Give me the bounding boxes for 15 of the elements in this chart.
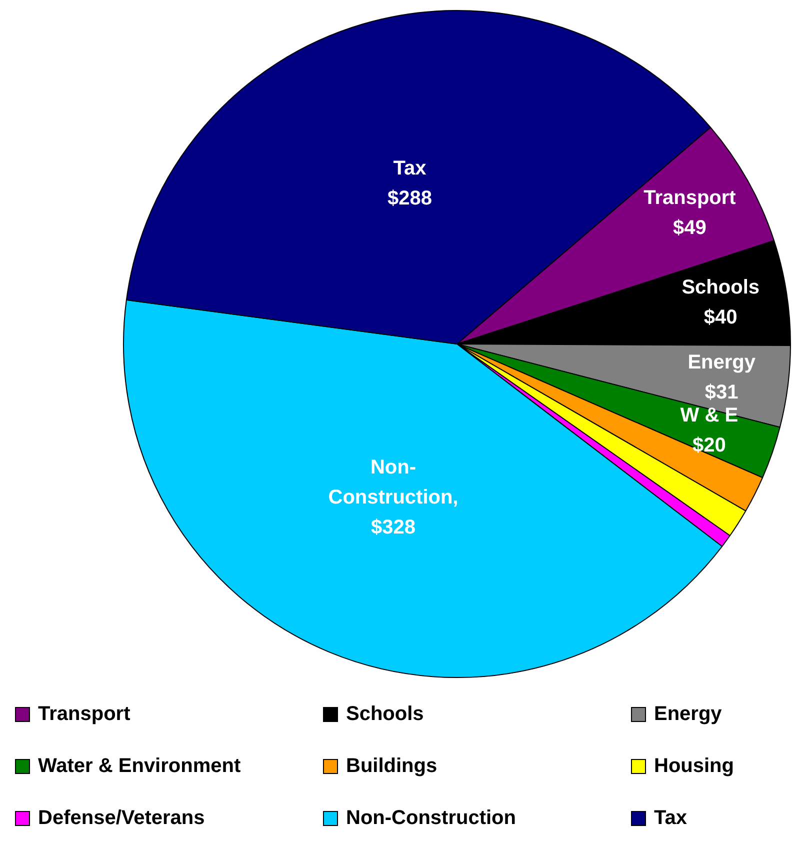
data-label: Schools $40	[682, 276, 760, 328]
data-label: Non- Construction, $328	[328, 456, 458, 539]
legend-label: Transport	[38, 702, 130, 726]
legend-label: Schools	[346, 702, 424, 726]
data-label: Tax $288	[388, 158, 432, 210]
legend-label: Tax	[654, 806, 687, 830]
legend-label: Defense/Veterans	[38, 806, 205, 830]
legend-label: Energy	[654, 702, 722, 726]
data-label: W & E $20	[680, 404, 738, 457]
legend-label: Non-Construction	[346, 806, 516, 830]
legend-label: Housing	[654, 754, 734, 778]
legend-label: Water & Environment	[38, 754, 241, 778]
data-label: Transport $49	[644, 187, 736, 240]
data-label: Energy $31	[688, 352, 756, 404]
legend-label: Buildings	[346, 754, 438, 778]
